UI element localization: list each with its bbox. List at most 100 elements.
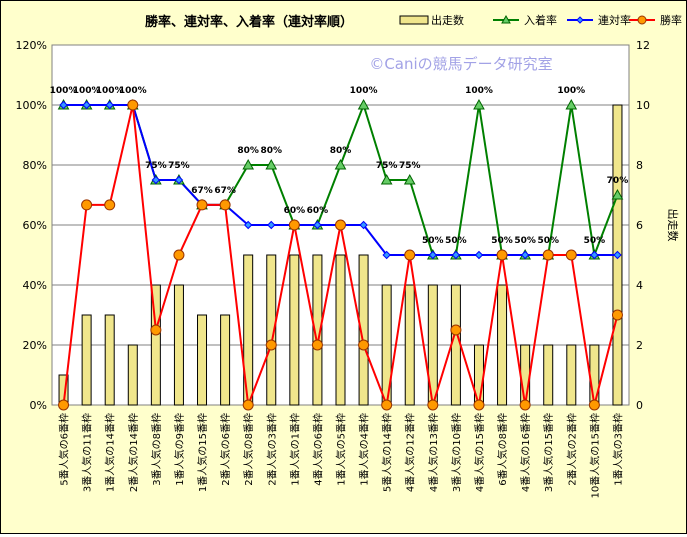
x-tick-label: 4番人気の12番枠 [404, 413, 417, 492]
y-tick-label: 60% [23, 219, 47, 232]
marker-勝率 [288, 219, 300, 231]
marker-入着率 [357, 98, 370, 110]
data-label: 67% [214, 186, 236, 196]
x-tick-label: 6番人気の8番枠 [496, 413, 509, 486]
y-tick-label: 0% [30, 399, 47, 412]
marker-勝率 [196, 199, 208, 211]
data-label: 100% [465, 86, 493, 96]
data-label: 60% [307, 206, 329, 216]
marker-連対率 [59, 100, 68, 110]
legend-marker [501, 14, 511, 24]
data-label: 80% [330, 146, 352, 156]
x-tick-label: 4番人気の6番枠 [311, 413, 324, 486]
x-tick-label: 2番人気の2番枠 [565, 413, 578, 486]
x-tick-label: 1番人気の9番枠 [173, 413, 186, 486]
bar-count [173, 284, 184, 406]
data-label: 50% [514, 236, 536, 246]
marker-勝率 [358, 339, 370, 351]
bar-count [543, 344, 554, 406]
x-tick-label: 4番人気の16番枠 [519, 413, 532, 492]
bar-count [81, 314, 92, 406]
marker-入着率 [403, 173, 416, 185]
marker-連対率 [613, 250, 622, 260]
bar-count [266, 254, 277, 406]
legend-label: 入着率 [524, 13, 557, 27]
marker-連対率 [428, 250, 438, 260]
marker-勝率 [542, 249, 554, 261]
marker-勝率 [242, 399, 254, 411]
data-label: 75% [145, 161, 167, 171]
data-label: 100% [350, 86, 378, 96]
x-tick-label: 3番人気の8番枠 [150, 413, 163, 486]
y2-tick-label: 2 [636, 339, 643, 352]
bar-count [335, 254, 346, 406]
x-tick-label: 1番人気の3番枠 [611, 413, 624, 486]
bar-count [220, 314, 231, 406]
marker-入着率 [611, 188, 624, 200]
marker-勝率 [611, 309, 623, 321]
marker-勝率 [335, 219, 346, 231]
bar-count [358, 254, 369, 406]
marker-入着率 [565, 98, 578, 110]
marker-連対率 [151, 175, 161, 185]
chart-title: 勝率、連対率、入着率（連対率順） [145, 14, 353, 30]
marker-連対率 [474, 250, 484, 260]
marker-勝率 [588, 399, 600, 411]
data-label: 67% [191, 186, 213, 196]
bar-count [197, 314, 208, 406]
marker-勝率 [311, 339, 323, 351]
x-tick-label: 2番人気の14番枠 [127, 413, 140, 492]
y2-tick-label: 12 [636, 39, 650, 52]
x-tick-label: 1番人気の5番枠 [335, 413, 348, 486]
data-label: 100% [557, 86, 585, 96]
legend-label: 出走数 [431, 13, 464, 27]
marker-連対率 [105, 100, 114, 110]
bar-count [150, 284, 161, 406]
data-label: 70% [607, 176, 629, 186]
data-label: 75% [376, 161, 398, 171]
y-tick-label: 100% [16, 99, 47, 112]
bar-count [566, 344, 577, 406]
data-label: 50% [445, 236, 467, 246]
x-tick-label: 10番人気の15番枠 [588, 413, 601, 498]
marker-勝率 [381, 399, 393, 411]
data-label: 60% [284, 206, 306, 216]
legend-label: 勝率 [660, 13, 682, 27]
data-label: 50% [537, 236, 559, 246]
data-label: 50% [491, 236, 513, 246]
marker-連対率 [82, 100, 91, 110]
legend: 出走数 入着率 連対率 勝率 [399, 13, 682, 27]
marker-連対率 [174, 175, 184, 185]
x-tick-label: 1番人気の4番枠 [358, 413, 371, 486]
marker-勝率 [450, 324, 462, 336]
x-tick-label: 1番人気の14番枠 [104, 413, 117, 492]
marker-入着率 [334, 158, 347, 170]
x-tick-label: 2番人気の8番枠 [242, 413, 255, 486]
marker-連対率 [451, 250, 461, 260]
legend-swatch [399, 15, 429, 25]
x-tick-label: 3番人気の11番枠 [81, 413, 94, 492]
data-label: 80% [260, 146, 282, 156]
y2-tick-label: 6 [636, 219, 643, 232]
data-label: 75% [399, 161, 421, 171]
y-tick-label: 20% [23, 339, 47, 352]
marker-勝率 [427, 399, 439, 411]
x-tick-label: 2番人気の3番枠 [265, 413, 278, 486]
data-label: 80% [237, 146, 259, 156]
x-tick-label: 3番人気の10番枠 [450, 413, 463, 492]
legend-marker [637, 15, 647, 25]
bar-count [312, 254, 323, 406]
x-tick-label: 5番人気の14番枠 [381, 413, 394, 492]
marker-勝率 [58, 399, 70, 411]
x-tick-label: 1番人気の1番枠 [288, 413, 301, 486]
marker-入着率 [265, 158, 278, 170]
bar-count [450, 284, 461, 406]
watermark: ©Caniの競馬データ研究室 [369, 55, 552, 73]
data-label: 100% [50, 86, 78, 96]
marker-勝率 [173, 249, 185, 261]
marker-勝率 [104, 199, 116, 211]
data-label: 100% [96, 86, 124, 96]
marker-連対率 [382, 250, 391, 260]
